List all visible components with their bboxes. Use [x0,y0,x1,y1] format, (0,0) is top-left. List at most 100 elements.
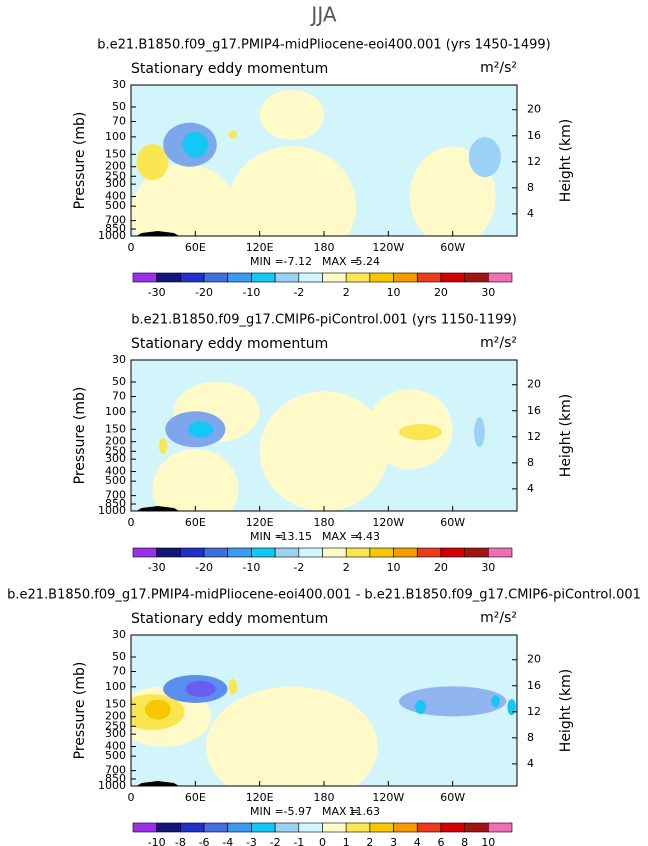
colorbar-box [180,272,205,283]
min-label: MIN = [250,255,284,268]
x-tick-label: 60E [185,791,206,804]
max-value: 4.43 [356,530,381,543]
y2-tick-label: 16 [527,404,541,417]
x-tick-label: 60W [440,791,465,804]
x-tick-label: 120E [246,241,274,254]
y2-tick-label: 16 [527,679,541,692]
y-tick-label: 400 [105,190,126,203]
colorbar-box [251,547,276,558]
x-tick-label: 120E [246,516,274,529]
y-tick-label: 50 [112,100,126,113]
colorbar-label: 8 [461,836,468,846]
colorbar-label: -10 [242,286,260,299]
colorbar-box [227,547,252,558]
colorbar-label: 20 [434,561,448,574]
contour-region [399,686,507,717]
colorbar-label: 2 [366,836,373,846]
y-axis-label: Pressure (mb) [72,112,88,210]
colorbar-box [345,822,371,833]
y2-tick-label: 20 [527,103,541,116]
y2-axis-label: Height (km) [558,669,574,752]
colorbar-box [488,547,513,558]
colorbar-box [322,547,347,558]
terrain [136,231,180,236]
colorbar-box [345,272,371,283]
contour-region [227,146,357,236]
max-value: 5.24 [356,255,381,268]
y-tick-label: 850 [105,222,126,235]
contour-region [136,144,169,181]
colorbar-box [251,272,276,283]
colorbar-box [180,822,205,833]
contour-field [131,360,517,511]
y-tick-label: 700 [105,489,126,502]
colorbar-box [440,272,465,283]
y-tick-label: 1000 [98,229,126,242]
y-tick-label: 30 [112,353,126,366]
contour-region [158,437,168,454]
colorbar-box [274,272,300,283]
colorbar-label: 10 [481,836,495,846]
y-tick-label: 250 [105,444,126,457]
x-tick-label: 120W [372,516,404,529]
colorbar-label: -20 [195,286,213,299]
y-tick-label: 50 [112,375,126,388]
y2-axis-label: Height (km) [558,119,574,202]
y-tick-label: 500 [105,199,126,212]
min-label: MIN = [250,805,284,818]
colorbar-label: 10 [387,561,401,574]
y-tick-label: 70 [112,114,126,127]
x-tick-label: 0 [128,791,135,804]
contour-region [185,680,216,697]
max-label: MAX = [322,805,359,818]
colorbar-box [393,272,418,283]
colorbar-label: 6 [437,836,444,846]
max-label: MAX = [322,530,359,543]
panel-title: b.e21.B1850.f09_g17.PMIP4-midPliocene-eo… [7,588,641,603]
colorbar-box [322,272,347,283]
x-tick-label: 180 [314,516,335,529]
y-tick-label: 400 [105,740,126,753]
colorbar-label: 2 [343,561,350,574]
colorbar-box [416,547,442,558]
y-tick-label: 100 [105,405,126,418]
y-tick-label: 200 [105,710,126,723]
right-label: m²/s² [480,335,517,351]
colorbar-label: 4 [414,836,421,846]
right-label: m²/s² [480,610,517,626]
colorbar-label: 30 [481,561,495,574]
colorbar-box [156,822,181,833]
min-value: -5.97 [284,805,312,818]
colorbar-label: -30 [148,561,166,574]
y2-tick-label: 4 [527,207,534,220]
colorbar-label: -30 [148,286,166,299]
colorbar-label: -10 [148,836,166,846]
colorbar-box [156,272,181,283]
colorbar-label: -2 [293,286,304,299]
x-tick-label: 0 [128,516,135,529]
contour-region [507,699,516,716]
contour-region [474,417,485,448]
x-tick-label: 120E [246,791,274,804]
colorbar-box [393,547,418,558]
colorbar-box [322,822,347,833]
colorbar-box [227,822,252,833]
y-tick-label: 850 [105,772,126,785]
colorbar-label: -20 [195,561,213,574]
y-tick-label: 300 [105,452,126,465]
panel-title: b.e21.B1850.f09_g17.CMIP6-piControl.001 … [131,313,517,328]
x-tick-label: 0 [128,241,135,254]
colorbar-box [274,547,300,558]
colorbar-box [369,547,394,558]
colorbar-label: 1 [343,836,350,846]
colorbar-label: 3 [390,836,397,846]
y-tick-label: 1000 [98,504,126,517]
y2-tick-label: 8 [527,181,534,194]
left-label: Stationary eddy momentum [131,611,328,627]
contour-region [152,449,239,511]
y-axis-label: Pressure (mb) [72,662,88,760]
y-tick-label: 300 [105,177,126,190]
colorbar-box [132,272,157,283]
colorbar-box [180,547,205,558]
